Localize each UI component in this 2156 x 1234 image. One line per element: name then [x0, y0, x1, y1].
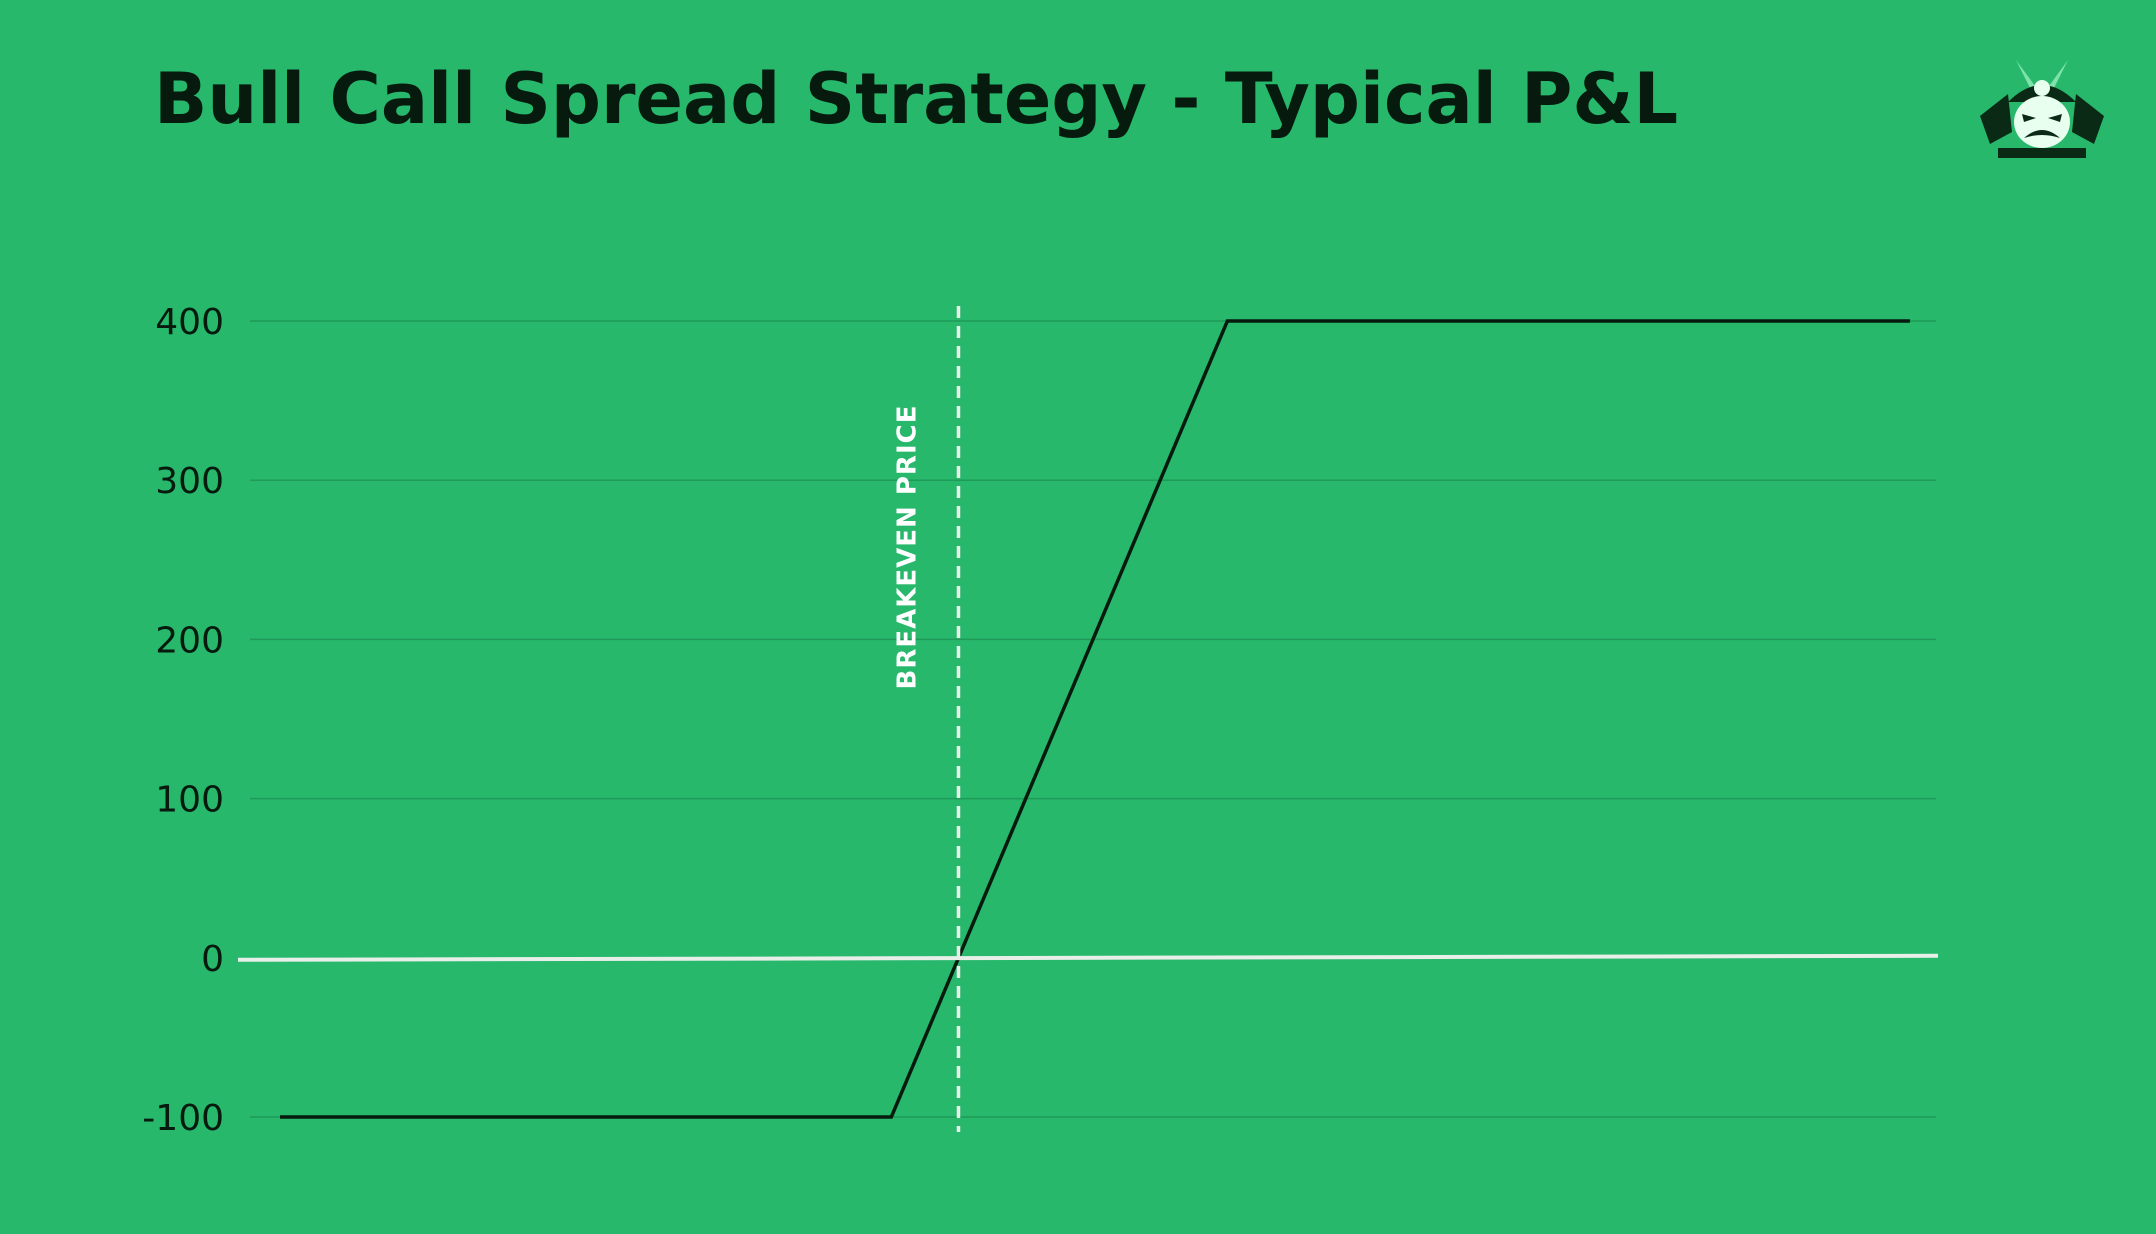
helmet-eye-right — [2048, 114, 2062, 122]
y-tick-labels: -100 0 100 200 300 400 — [142, 302, 224, 1139]
gridlines — [250, 320, 1936, 1118]
y-tick-label: 100 — [155, 780, 224, 821]
helmet-eye-left — [2022, 114, 2036, 122]
helmet-wing-left — [1980, 94, 2012, 144]
helmet-wing-right — [2072, 94, 2104, 144]
y-tick-label: -100 — [142, 1098, 224, 1139]
chart-title: Bull Call Spread Strategy - Typical P&L — [154, 58, 1679, 140]
zero-line — [237, 953, 1939, 962]
y-tick-label: 400 — [155, 302, 224, 343]
y-tick-label: 300 — [155, 461, 224, 502]
breakeven-label: BREAKEVEN PRICE — [892, 405, 922, 690]
helmet-crest — [2034, 80, 2050, 96]
series — [280, 319, 1910, 1119]
helmet-base — [1998, 148, 2086, 158]
helmet-horn-right — [2046, 60, 2068, 92]
pnl-line — [280, 319, 1910, 1119]
helmet-horn-left — [2016, 60, 2038, 92]
annotations: BREAKEVEN PRICE — [237, 306, 1939, 1132]
samurai-helmet-icon — [1980, 60, 2104, 158]
helmet-mustache — [2024, 130, 2060, 138]
y-tick-label: 200 — [155, 620, 224, 661]
y-tick-label: 0 — [201, 939, 224, 980]
